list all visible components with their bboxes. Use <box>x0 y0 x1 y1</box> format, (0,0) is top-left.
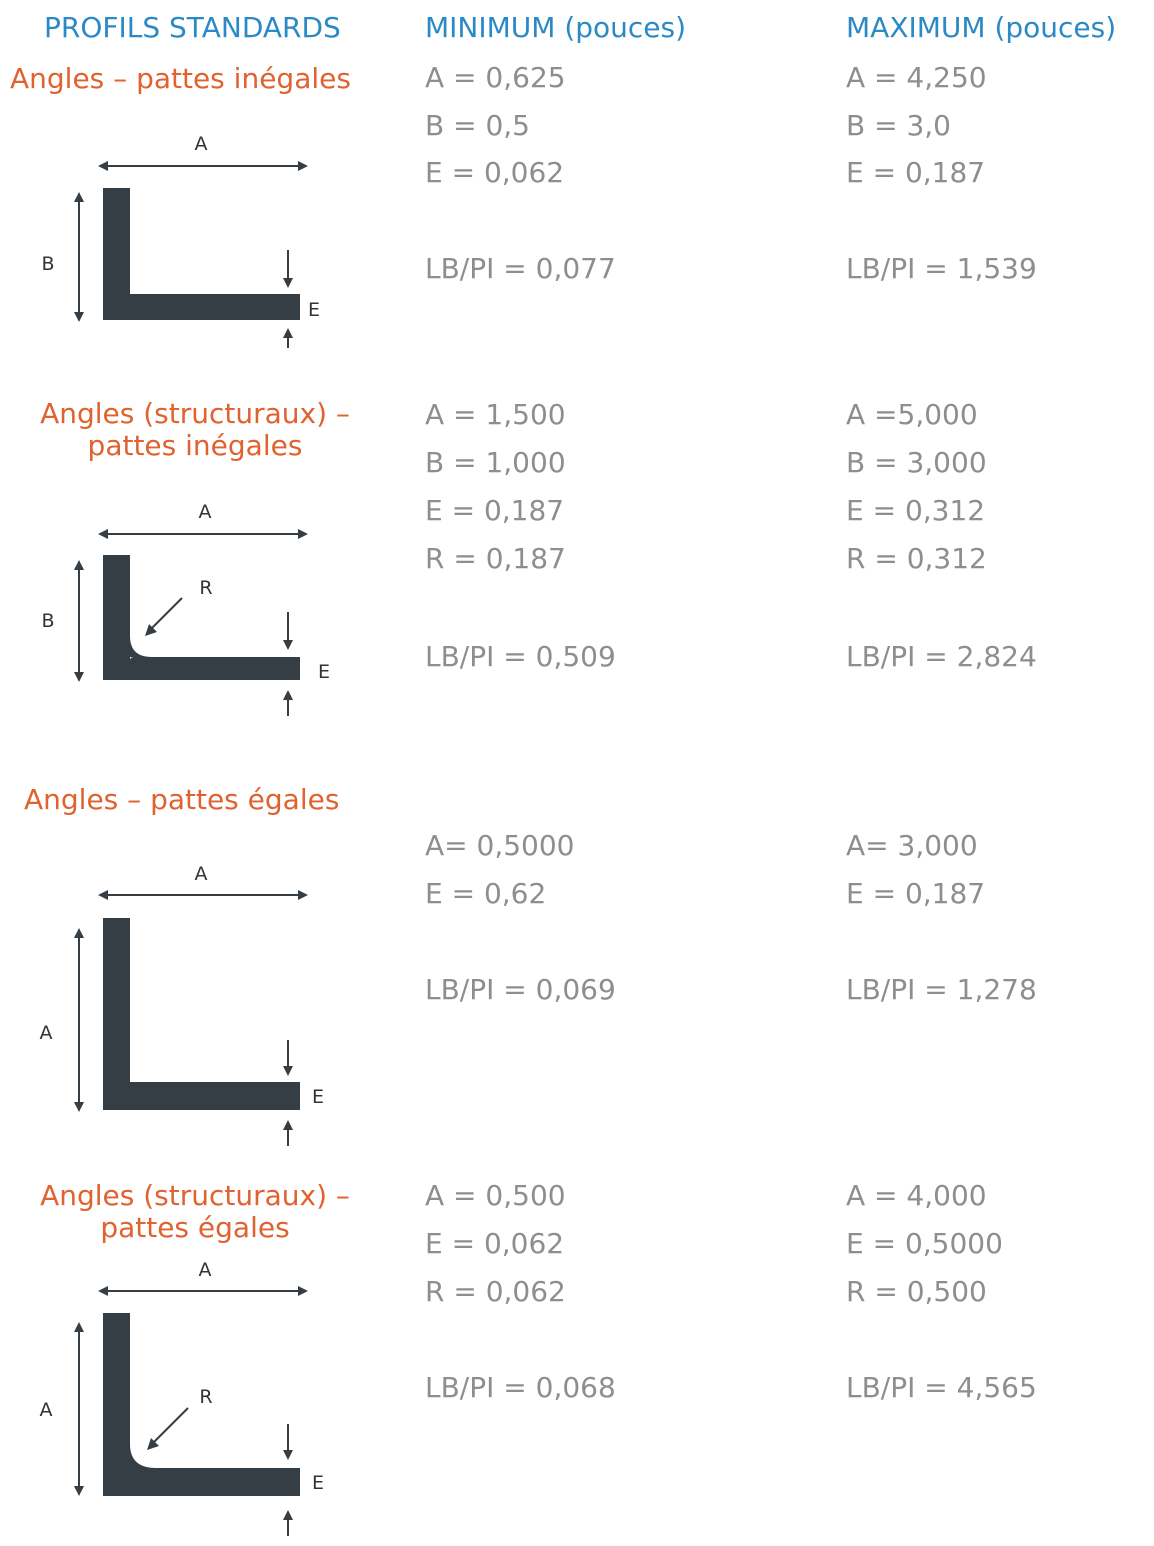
label-a: A <box>195 133 208 155</box>
max-value: A =5,000 <box>846 398 978 431</box>
min-value: A = 0,500 <box>425 1179 566 1212</box>
label-b: B <box>41 253 54 275</box>
profile-title: Angles (structuraux) – pattes égales <box>20 1180 370 1244</box>
max-value: A = 4,000 <box>846 1179 987 1212</box>
label-a-top: A <box>195 863 208 885</box>
label-r: R <box>199 577 212 599</box>
min-value: LB/PI = 0,077 <box>425 252 616 285</box>
dimension-a-vertical-arrow <box>74 1322 84 1496</box>
radius-arrow <box>145 597 183 636</box>
label-a: A <box>199 501 212 523</box>
max-value: B = 3,000 <box>846 446 987 479</box>
min-value: E = 0,187 <box>425 494 565 527</box>
max-value: A= 3,000 <box>846 829 978 862</box>
min-value: LB/PI = 0,068 <box>425 1371 616 1404</box>
profile-title: Angles (structuraux) – pattes inégales <box>20 398 370 462</box>
label-e: E <box>312 1472 324 1494</box>
header-profiles: PROFILS STANDARDS <box>44 11 341 44</box>
thickness-arrows <box>283 1040 293 1146</box>
max-value: B = 3,0 <box>846 109 951 142</box>
max-value: E = 0,187 <box>846 156 986 189</box>
profile-title-line: Angles (structuraux) – <box>40 1179 350 1212</box>
min-value: E = 0,62 <box>425 877 547 910</box>
profile-title: Angles – pattes égales <box>24 783 340 816</box>
angle-equal-diagram: A A E <box>40 863 324 1146</box>
max-value: LB/PI = 1,278 <box>846 973 1037 1006</box>
max-value: R = 0,312 <box>846 542 987 575</box>
profile-title-line: Angles (structuraux) – <box>40 397 350 430</box>
max-value: E = 0,312 <box>846 494 986 527</box>
min-value: B = 0,5 <box>425 109 530 142</box>
max-value: E = 0,5000 <box>846 1227 1003 1260</box>
max-value: R = 0,500 <box>846 1275 987 1308</box>
label-a-top: A <box>199 1259 212 1281</box>
thickness-arrows <box>283 1424 293 1536</box>
angle-profile-shape <box>103 918 300 1110</box>
max-value: A = 4,250 <box>846 61 987 94</box>
header-maximum: MAXIMUM (pouces) <box>846 11 1117 44</box>
max-value: LB/PI = 2,824 <box>846 640 1037 673</box>
angle-profile-shape <box>103 1313 300 1496</box>
label-e: E <box>312 1086 324 1108</box>
dimension-a-vertical-arrow <box>74 928 84 1112</box>
thickness-arrows <box>283 612 293 716</box>
structural-angle-unequal-diagram: A B R E <box>41 501 330 716</box>
dimension-a-arrow <box>98 529 308 539</box>
dimension-b-arrow <box>74 192 84 322</box>
label-e: E <box>318 661 330 683</box>
angle-profile-shape <box>103 188 300 320</box>
min-value: LB/PI = 0,509 <box>425 640 616 673</box>
dimension-a-arrow <box>98 1286 308 1296</box>
min-value: A = 1,500 <box>425 398 566 431</box>
angle-unequal-diagram: A B E <box>41 133 320 348</box>
dimension-a-arrow <box>98 890 308 900</box>
min-value: E = 0,062 <box>425 1227 565 1260</box>
min-value: R = 0,062 <box>425 1275 566 1308</box>
radius-arrow <box>147 1407 189 1450</box>
label-a-left: A <box>40 1399 53 1421</box>
min-value: B = 1,000 <box>425 446 566 479</box>
min-value: LB/PI = 0,069 <box>425 973 616 1006</box>
profile-title: Angles – pattes inégales <box>10 62 351 95</box>
dimension-b-arrow <box>74 560 84 682</box>
profile-title-line: pattes inégales <box>87 429 303 462</box>
max-value: E = 0,187 <box>846 877 986 910</box>
label-r: R <box>199 1386 212 1408</box>
max-value: LB/PI = 1,539 <box>846 252 1037 285</box>
max-value: LB/PI = 4,565 <box>846 1371 1037 1404</box>
angle-profile-shape <box>103 555 300 680</box>
label-e: E <box>308 299 320 321</box>
label-b: B <box>41 610 54 632</box>
header-minimum: MINIMUM (pouces) <box>425 11 687 44</box>
profile-title-line: pattes égales <box>100 1211 290 1244</box>
min-value: E = 0,062 <box>425 156 565 189</box>
min-value: A = 0,625 <box>425 61 566 94</box>
min-value: A= 0,5000 <box>425 829 575 862</box>
min-value: R = 0,187 <box>425 542 566 575</box>
thickness-arrows <box>283 250 293 348</box>
label-a-left: A <box>40 1022 53 1044</box>
dimension-a-arrow <box>98 161 308 171</box>
structural-angle-equal-diagram: A A R E <box>40 1259 324 1536</box>
